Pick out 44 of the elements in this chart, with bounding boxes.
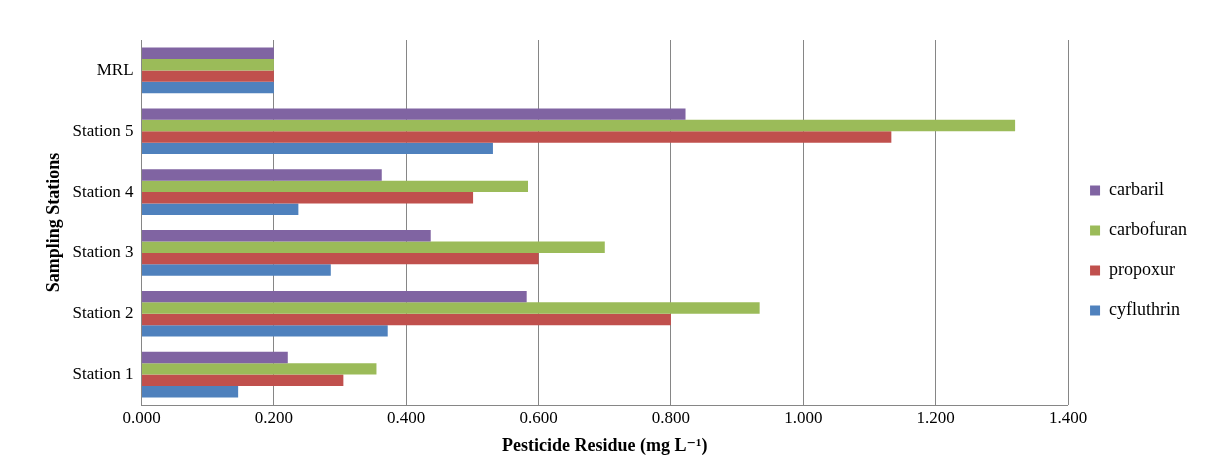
bar xyxy=(142,81,274,94)
bar xyxy=(142,131,892,143)
bar xyxy=(142,252,539,265)
legend-label: cyfluthrin xyxy=(1109,299,1181,320)
bar xyxy=(142,203,299,215)
x-tick-label: 0.800 xyxy=(651,407,691,427)
x-tick-label: 0.600 xyxy=(519,407,558,427)
bar xyxy=(142,70,274,82)
bar xyxy=(142,47,274,60)
y-tick-label: Station 2 xyxy=(72,303,134,323)
y-tick-label: Station 1 xyxy=(72,364,134,384)
y-tick-label: Station 3 xyxy=(72,242,134,262)
bar xyxy=(142,192,474,204)
bar xyxy=(142,230,431,242)
bar xyxy=(142,302,760,314)
bar xyxy=(142,351,288,364)
bar xyxy=(142,142,493,155)
bar xyxy=(142,325,388,337)
x-axis-title: Pesticide Residue (mg L⁻¹) xyxy=(502,434,708,456)
legend-label: propoxur xyxy=(1109,259,1176,280)
x-tick-label: 0.200 xyxy=(254,407,294,427)
bar xyxy=(142,169,382,181)
bar xyxy=(142,385,239,398)
x-tick-label: 1.200 xyxy=(916,407,955,427)
bar xyxy=(142,264,331,276)
bar xyxy=(142,363,377,375)
bar xyxy=(142,374,344,386)
y-tick-label: Station 5 xyxy=(72,120,134,140)
legend-label: carbofuran xyxy=(1109,219,1187,240)
bar xyxy=(142,290,527,303)
bar xyxy=(142,108,686,120)
bar xyxy=(142,313,671,326)
bar xyxy=(142,59,274,71)
x-tick-label: 0.000 xyxy=(122,407,161,427)
legend-label: carbaril xyxy=(1109,179,1165,200)
y-tick-label: MRL xyxy=(96,59,134,79)
y-tick-label: Station 4 xyxy=(72,181,135,201)
bar xyxy=(142,180,529,193)
bar xyxy=(142,119,1016,132)
y-axis-title: Sampling Stations xyxy=(43,152,64,293)
x-tick-label: 1.400 xyxy=(1048,407,1088,427)
x-tick-label: 1.000 xyxy=(784,407,823,427)
bar xyxy=(142,241,605,253)
x-tick-label: 0.400 xyxy=(387,407,426,427)
